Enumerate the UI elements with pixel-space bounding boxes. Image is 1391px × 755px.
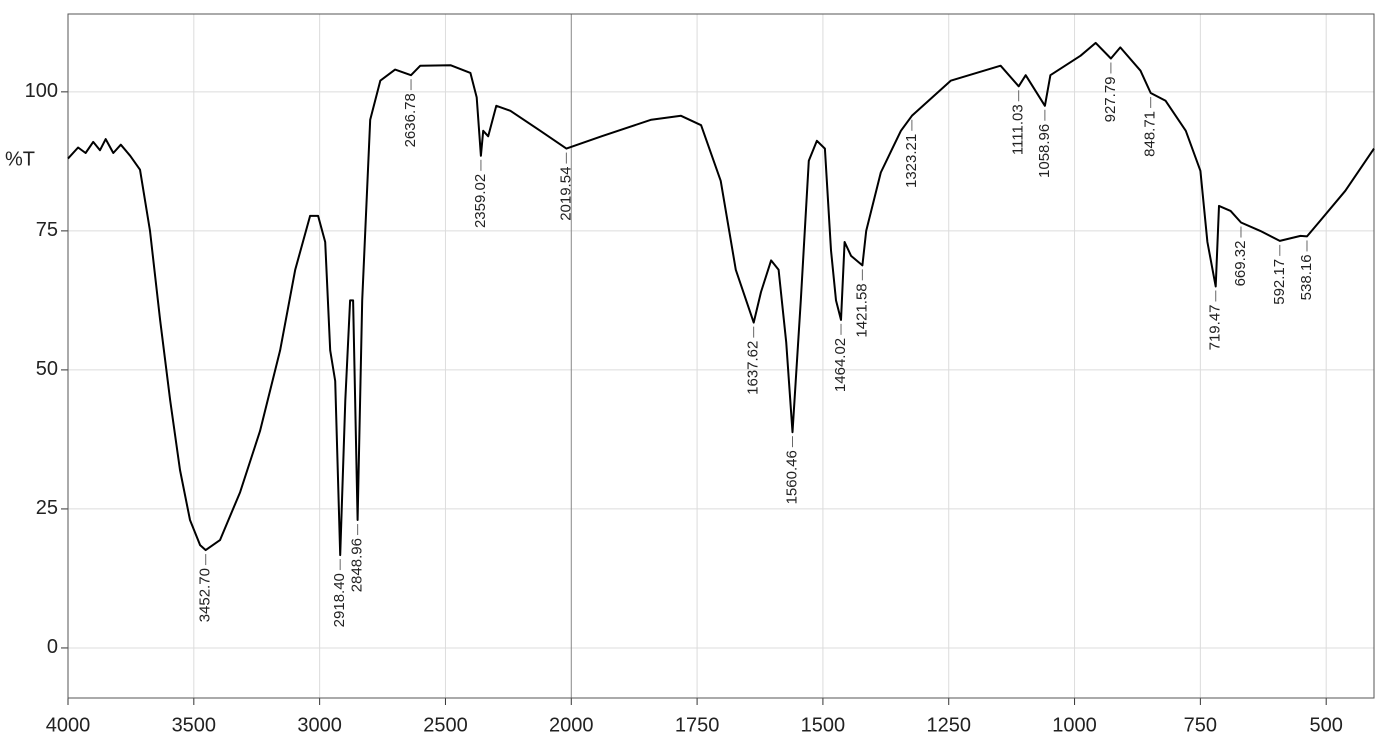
- annotation-label: 538.16: [1298, 254, 1315, 300]
- annotation-label: 2019.54: [557, 167, 574, 221]
- annotation-label: 1058.96: [1036, 124, 1053, 178]
- x-tick-label: 2500: [423, 714, 468, 736]
- y-axis-label: %T: [5, 148, 35, 170]
- annotation-label: 2636.78: [402, 93, 419, 147]
- annotation-label: 1323.21: [903, 134, 920, 188]
- annotation-label: 1111.03: [1010, 104, 1027, 155]
- x-tick-label: 750: [1184, 714, 1217, 736]
- annotation-label: 1560.46: [783, 450, 800, 504]
- x-tick-label: 4000: [46, 714, 91, 736]
- x-tick-label: 3500: [172, 714, 217, 736]
- x-tick-label: 1500: [801, 714, 846, 736]
- annotation-label: 592.17: [1271, 259, 1288, 305]
- annotation-label: 1421.58: [853, 283, 870, 337]
- x-tick-label: 3000: [297, 714, 342, 736]
- y-tick-label: 50: [36, 358, 58, 380]
- spectrum-line: [67, 41, 1375, 557]
- x-tick-label: 1250: [926, 714, 971, 736]
- annotation-label: 3452.70: [197, 568, 214, 622]
- x-tick-label: 2000: [549, 714, 594, 736]
- x-tick-label: 500: [1310, 714, 1343, 736]
- y-tick-label: 100: [25, 80, 58, 102]
- annotation-label: 927.79: [1102, 76, 1119, 122]
- annotation-label: 848.71: [1142, 111, 1159, 157]
- annotation-label: 719.47: [1207, 304, 1224, 350]
- annotation-label: 669.32: [1232, 241, 1249, 287]
- x-tick-label: 1750: [675, 714, 720, 736]
- y-tick-label: 0: [47, 636, 58, 658]
- y-tick-label: 75: [36, 219, 58, 241]
- annotation-label: 2918.40: [331, 573, 348, 627]
- annotation-label: 2848.96: [349, 538, 366, 592]
- y-tick-label: 25: [36, 497, 58, 519]
- annotation-label: 1637.62: [745, 341, 762, 395]
- annotation-label: 1464.02: [832, 338, 849, 392]
- plot-frame: [67, 13, 1375, 699]
- annotation-label: 2359.02: [472, 174, 489, 228]
- x-tick-label: 1000: [1052, 714, 1097, 736]
